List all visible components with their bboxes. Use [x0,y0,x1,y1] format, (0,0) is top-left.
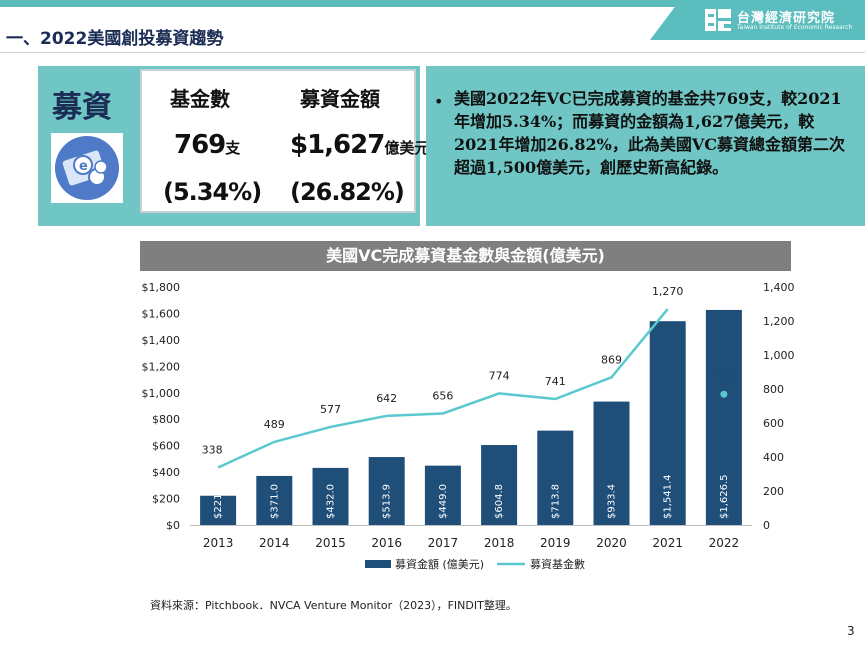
bar [312,467,349,525]
bar-value-label: $1,541.4 [663,474,674,519]
fund-count-label: 656 [432,389,453,402]
legend-bar-label: 募資金額 (億美元) [395,557,484,571]
source-note: 資料來源：Pitchbook．NVCA Venture Monitor（2023… [150,599,517,612]
x-tick-label: 2014 [259,536,290,550]
amount-unit: 億美元 [384,139,430,157]
logo-tab [650,0,865,40]
fund-count-value: 769支 [174,130,240,160]
svg-text:e: e [79,159,88,174]
bar-value-label: $1,626.5 [719,474,730,519]
y-right-tick-label: 0 [763,519,770,532]
y-left-tick-label: $1,000 [142,387,181,400]
y-right-tick-label: 1,200 [763,315,795,328]
y-right-tick-label: 1,400 [763,281,795,294]
bar [200,495,237,525]
y-right-tick-label: 1,000 [763,349,795,362]
y-right-tick-label: 800 [763,383,784,396]
y-left-tick-label: $1,800 [142,281,181,294]
bar-value-label: $933.4 [607,484,618,519]
fund-count-number: 769 [174,130,226,160]
section-title: 一、2022美國創投募資趨勢 [6,29,224,49]
amount-value: $1,627億美元 [290,130,429,160]
bar [256,475,293,525]
bar [481,445,518,525]
legend-bar-swatch [365,560,391,568]
x-tick-label: 2020 [596,536,627,550]
fund-count-point [720,390,728,398]
x-tick-label: 2022 [709,536,740,550]
bullet-marker: • [434,92,444,111]
bar [649,321,686,525]
tier-logo: 台灣經濟研究院 Taiwan Institute of Economic Res… [705,7,855,35]
bar [424,465,461,525]
legend-line-label: 募資基金數 [530,557,585,571]
amount-header: 募資金額 [300,87,380,111]
x-tick-label: 2017 [428,536,459,550]
bar-value-label: $713.8 [550,484,561,519]
y-left-tick-label: $1,400 [142,334,181,347]
x-tick-label: 2019 [540,536,571,550]
money-icon: e [51,133,123,203]
y-right-tick-label: 200 [763,485,784,498]
fund-count-label: 774 [489,369,510,382]
fund-count-label: 741 [545,375,566,388]
bar-value-label: $513.9 [382,484,393,519]
chart-title-bar [140,241,791,271]
stats-box [140,69,416,213]
x-tick-label: 2018 [484,536,515,550]
fund-count-label: 642 [376,392,397,405]
fund-count-label: 769 [713,368,734,381]
top-accent-strip [0,0,865,7]
fund-count-label: 338 [202,444,223,457]
y-right-tick-label: 400 [763,451,784,464]
logo-chinese-name: 台灣經濟研究院 [737,11,836,26]
y-right-tick-label: 600 [763,417,784,430]
bar [705,309,742,525]
x-tick-label: 2021 [652,536,683,550]
fund-count-growth: (5.34%) [163,178,262,206]
chart-title: 美國VC完成募資基金數與金額(億美元) [326,246,605,265]
x-tick-label: 2013 [203,536,234,550]
logo-english-name: Taiwan Institute of Economic Research [737,24,853,31]
y-left-tick-label: $1,200 [142,360,181,373]
y-left-tick-label: $1,600 [142,307,181,320]
bar-value-label: $371.0 [269,484,280,519]
bar-value-label: $221.3 [213,484,224,519]
x-tick-label: 2016 [371,536,402,550]
y-left-tick-label: $0 [166,519,180,532]
y-left-tick-label: $400 [152,466,180,479]
fund-count-label: 489 [264,418,285,431]
tier-logo-icon [705,9,731,31]
bar-value-label: $449.0 [438,484,449,519]
page-number: 3 [847,624,855,638]
bar-value-label: $432.0 [326,484,337,519]
y-left-tick-label: $200 [152,493,180,506]
bar [537,430,574,525]
amount-growth: (26.82%) [290,178,405,206]
fund-count-line [217,308,669,469]
bar-value-label: $604.8 [494,484,505,519]
amount-number: $1,627 [290,130,385,160]
bar [368,457,405,525]
title-divider [0,52,865,53]
x-tick-label: 2015 [315,536,346,550]
y-left-tick-label: $600 [152,440,180,453]
fund-count-label: 577 [320,403,341,416]
fund-count-label: 1,270 [652,285,684,298]
fund-count-header: 基金數 [170,87,230,111]
bullet-panel [426,66,865,226]
bar [593,401,630,525]
bullet-text: 美國2022年VC已完成募資的基金共769支，較2021年增加5.34%；而募資… [454,89,845,177]
summary-label: 募資 [52,90,112,125]
fund-count-unit: 支 [225,139,241,157]
y-left-tick-label: $800 [152,413,180,426]
fund-count-label: 869 [601,353,622,366]
